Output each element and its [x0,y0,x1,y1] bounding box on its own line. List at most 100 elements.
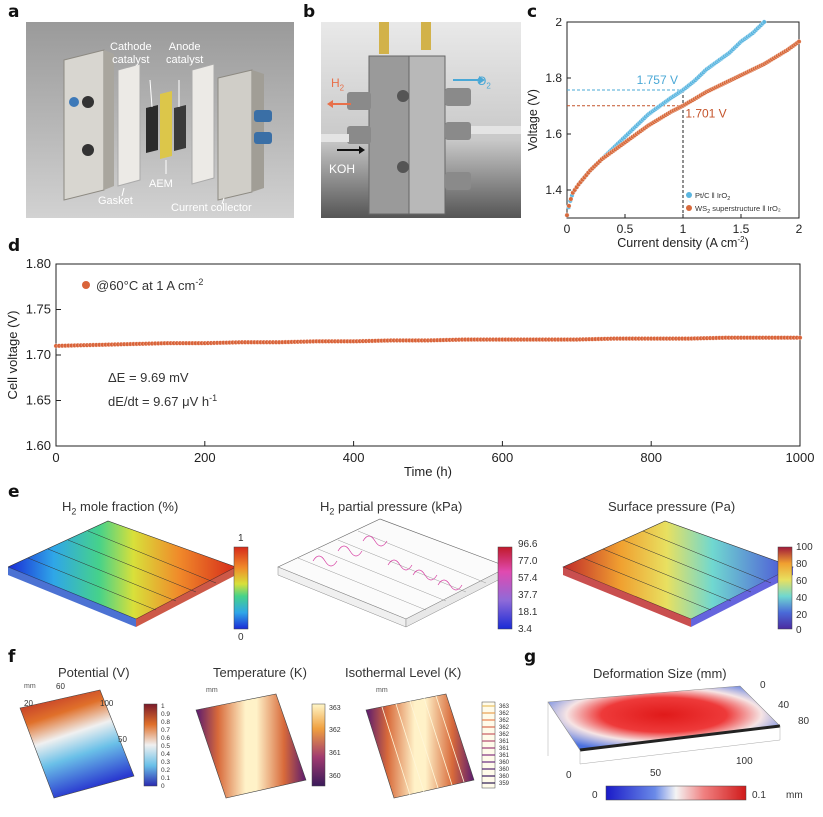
ws2-data-point [568,196,574,202]
legend-text-ptc: Pt/C ‖ IrO2 [695,191,730,202]
electrode-simulations: mm 60 20 100 50 1 0.9 0.8 0.7 0.6 0.5 0.… [19,682,510,799]
surface-pressure-colorbar [777,546,793,630]
panel-label-c: c [527,2,538,22]
polarization-y-tick-label: 1.4 [545,183,562,197]
decay-rate-annotation: dE/dt = 9.67 μV h-1 [108,393,217,409]
polarization-x-tick-label: 1.5 [733,222,750,236]
polarization-x-axis-label: Current density (A cm-2) [617,235,748,250]
potential-plot: mm 60 20 100 50 [19,682,135,799]
isothermal-scale-7: 361 [499,753,510,759]
deformation-axis-50: 50 [650,768,662,779]
stability-x-tick-label: 800 [640,450,662,465]
ws2-voltage-annotation: 1.701 V [685,107,726,121]
potential-scale-5: 0.5 [161,743,170,750]
legend-ptc-sub: 2 [727,196,730,202]
ws2-data-point [566,203,572,209]
potential-scale-4: 0.6 [161,735,170,742]
polarization-legend: Pt/C ‖ IrO2 WS 2 superstructure ‖ IrO₂ [686,191,781,215]
deformation-axis-100: 100 [736,756,753,767]
stability-legend-sup: -2 [195,277,203,287]
polarization-y-tick-label: 1.6 [545,127,562,141]
isothermal-axis-unit: mm [376,687,388,694]
h2-label-base: H [331,76,340,90]
deformation-axis-labels: 0 40 80 100 50 0 [566,680,810,781]
polarization-y-tick-label: 1.8 [545,71,562,85]
polarization-x-tick-label: 0.5 [617,222,634,236]
potential-scale-9: 0.1 [161,775,170,782]
decay-rate-sup: -1 [209,393,217,403]
stability-x-axis-label: Time (h) [404,464,452,479]
h2mf-base: H [62,499,72,514]
polarization-series [564,19,802,218]
ws2-data-point [796,39,802,44]
h2-pressure-scale-5: 3.4 [518,624,532,635]
surface-pressure-title: Surface pressure (Pa) [608,499,736,514]
deformation-axis-40: 40 [778,700,790,711]
electrolyzer-exploded-drawing [63,49,272,205]
h2-fraction-colorbar [233,546,249,630]
stability-chart: 0 200 400 600 800 1000 1.60 1.65 1.70 1.75 1.80 @6… [5,256,814,479]
surface-scale-3: 40 [796,593,808,604]
deformation-colorbar [605,785,747,801]
isothermal-scale-9: 360 [499,767,510,773]
gasket-label: Gasket [98,195,133,207]
stability-series [53,335,803,349]
temperature-scale-1: 362 [329,727,341,734]
surface-scale-0: 100 [796,542,813,553]
h2-fraction-channels [27,530,217,611]
isothermal-scale-3: 362 [499,725,510,731]
stability-y-tick-label: 1.60 [26,438,51,453]
potential-scale-0: 1 [161,703,165,710]
h2-fraction-scale-min: 0 [238,632,244,643]
deformation-title: Deformation Size (mm) [593,666,727,681]
potential-colorbar [143,703,158,787]
potential-scale-3: 0.7 [161,727,170,734]
ws2-data-point [564,212,570,218]
deformation-axis-0a: 0 [760,680,766,691]
legend-marker-ws2 [686,205,692,211]
isothermal-title: Isothermal Level (K) [345,665,462,680]
h2-pressure-channels [297,530,487,611]
koh-inlet-label: KOH [329,162,356,176]
h2-pressure-scale-0: 96.6 [518,539,538,550]
isothermal-colorbar [481,701,496,789]
h2-partial-pressure-plot [277,518,509,628]
potential-axis-100: 100 [100,699,114,708]
temperature-scale-2: 361 [329,750,341,757]
stability-x-tick-label: 0 [52,450,59,465]
potential-axis-50: 50 [118,735,127,744]
legend-ws2-base: WS [695,204,707,213]
potential-scale-1: 0.9 [161,711,170,718]
flow-field-simulations: 1 0 96.6 77.0 57.4 37.7 18.1 3.4 100 80 [8,518,813,643]
ptc-data-point [761,19,767,25]
deformation-axes-box [547,702,781,765]
stability-x-tick-label: 200 [194,450,216,465]
cathode-catalyst-label-2: catalyst [112,54,150,66]
legend-ws2-post: superstructure ‖ IrO₂ [710,204,781,213]
temperature-scale-0: 363 [329,705,341,712]
potential-scale-7: 0.3 [161,759,170,766]
stability-y-tick-label: 1.65 [26,393,51,408]
aem-label: AEM [149,178,173,190]
polarization-y-tick-label: 2 [555,18,562,29]
surface-pressure-scale-labels: 100 80 60 40 20 0 [796,542,813,636]
stability-y-tick-label: 1.75 [26,302,51,317]
isothermal-scale-2: 362 [499,718,510,724]
isothermal-scale-4: 362 [499,732,510,738]
panel-label-f: f [8,647,16,667]
surface-scale-2: 60 [796,576,808,587]
potential-scale-labels: 1 0.9 0.8 0.7 0.6 0.5 0.4 0.3 0.2 0.1 0 [161,703,170,790]
xlabel-end: ) [745,236,749,250]
surface-scale-4: 20 [796,610,808,621]
o2-label-base: O [477,74,487,88]
temperature-plot: mm [195,687,307,799]
delta-e-annotation: ΔE = 9.69 mV [108,370,189,385]
stability-legend-marker [82,281,90,289]
isothermal-scale-10: 360 [499,774,510,780]
polarization-x-tick-label: 1 [680,222,687,236]
deformation-edge [579,724,781,752]
polarization-x-tick-label: 2 [796,222,803,236]
panel-label-g: g [524,647,537,667]
h2-partial-pressure-title: H2 partial pressure (kPa) [320,499,462,517]
xlabel-sup: -2 [737,235,745,244]
